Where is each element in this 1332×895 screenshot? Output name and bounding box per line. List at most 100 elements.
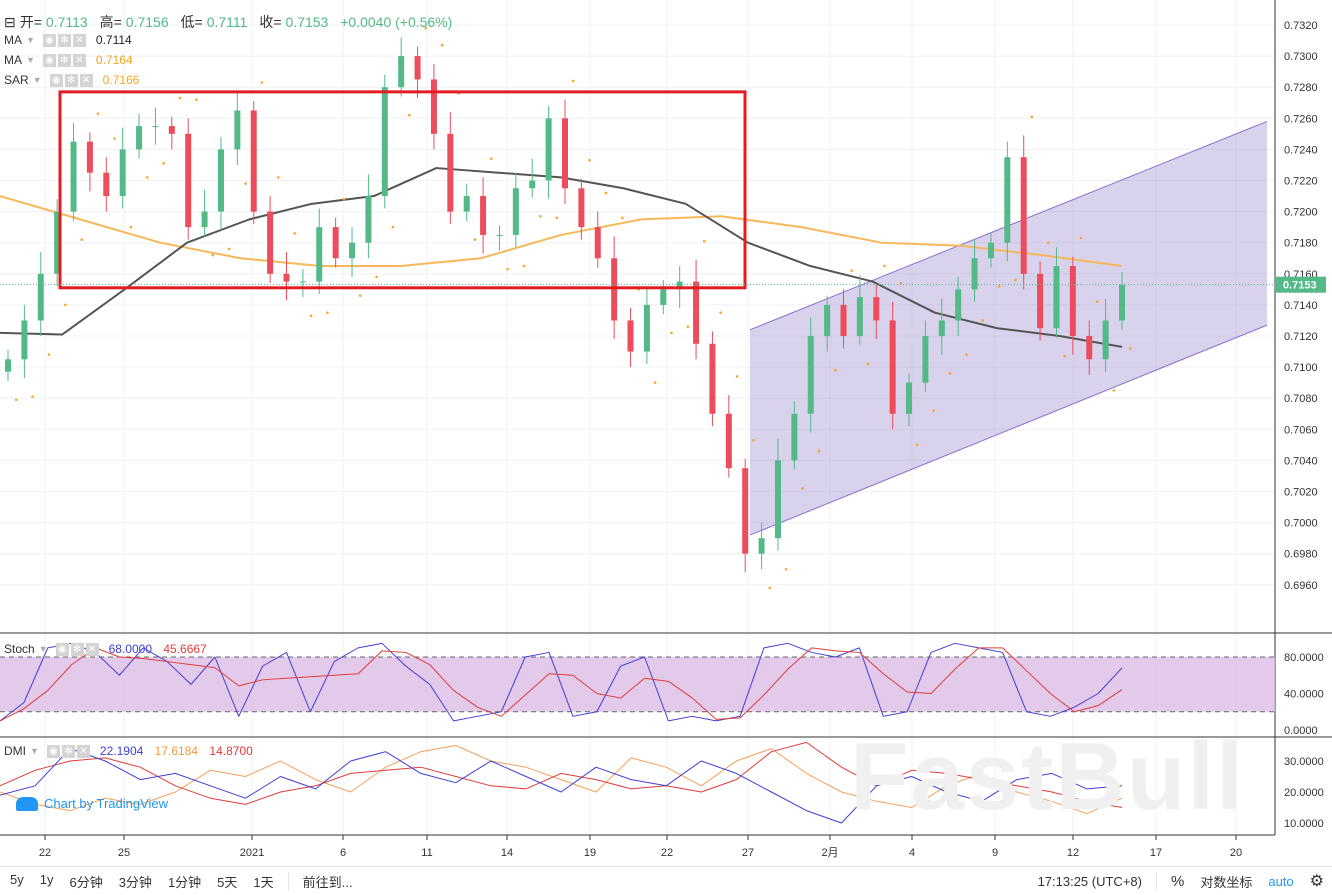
close-value: 0.7153 xyxy=(285,14,329,30)
sar-dot xyxy=(948,372,952,375)
candle-body xyxy=(873,297,880,321)
price-tick-label: 0.7120 xyxy=(1284,331,1318,343)
sar-dot xyxy=(539,214,542,218)
close-icon[interactable]: ✕ xyxy=(72,53,86,67)
chevron-down-icon[interactable]: ▼ xyxy=(38,644,48,654)
candle-body xyxy=(758,538,765,554)
range-button-1[interactable]: 1y xyxy=(39,871,54,887)
gear-icon[interactable]: ✻ xyxy=(64,73,78,87)
range-button-3[interactable]: 3分钟 xyxy=(118,874,152,890)
candle-body xyxy=(103,172,110,197)
close-icon[interactable]: ✕ xyxy=(85,642,99,656)
goto-date-button[interactable]: 前往到... xyxy=(302,874,353,890)
sar-dot xyxy=(145,176,149,179)
candle-body xyxy=(840,304,847,336)
indicator-value: 0.7166 xyxy=(102,73,140,87)
sar-dot xyxy=(932,409,935,412)
indicator-name[interactable]: MA xyxy=(4,53,22,67)
auto-scale-button[interactable]: auto xyxy=(1268,873,1294,889)
sar-dot xyxy=(162,162,165,165)
percent-scale-button[interactable]: % xyxy=(1170,872,1185,890)
gear-icon[interactable]: ✻ xyxy=(57,33,71,47)
sar-dot xyxy=(850,269,853,272)
eye-icon[interactable]: ◉ xyxy=(42,33,56,47)
timezone-button[interactable]: 17:13:25 (UTC+8) xyxy=(1037,873,1142,889)
sar-dot xyxy=(129,225,133,229)
chart-canvas[interactable]: 0.7320 0.7300 0.7280 0.7260 0.7240 0.7220 0.72… xyxy=(0,0,1332,866)
sar-dot xyxy=(96,112,100,115)
candle-body xyxy=(627,320,634,352)
sar-dot xyxy=(834,368,837,372)
dmi-label[interactable]: DMI xyxy=(4,744,26,758)
candle-body xyxy=(283,273,290,282)
price-tick-label: 0.7020 xyxy=(1284,487,1318,499)
eye-icon[interactable]: ◉ xyxy=(49,73,63,87)
sar-dot xyxy=(965,353,968,356)
close-icon[interactable]: ✕ xyxy=(72,33,86,47)
settings-gear-icon[interactable]: ⚙ xyxy=(1309,873,1324,890)
sar-dot xyxy=(1112,389,1116,392)
range-button-4[interactable]: 1分钟 xyxy=(167,874,202,890)
eye-icon[interactable]: ◉ xyxy=(46,744,60,758)
stoch-label[interactable]: Stoch xyxy=(4,642,35,656)
sar-dot xyxy=(277,176,280,179)
close-icon[interactable]: ✕ xyxy=(76,744,90,758)
dmi-tick-label: 10.0000 xyxy=(1284,818,1324,830)
open-value: 0.7113 xyxy=(45,14,88,30)
dmi-legend: DMI ▼ ◉ ✻ ✕ 22.1904 17.6184 14.8700 xyxy=(4,744,253,758)
sar-dot xyxy=(1063,354,1066,358)
candle-body xyxy=(955,289,962,321)
gear-icon[interactable]: ✻ xyxy=(70,642,84,656)
candle-body xyxy=(1020,157,1027,274)
eye-icon[interactable]: ◉ xyxy=(42,53,56,67)
chevron-down-icon[interactable]: ▼ xyxy=(32,75,42,85)
candle-body xyxy=(742,468,749,554)
candle-body xyxy=(201,211,208,228)
sar-dot xyxy=(817,449,821,453)
tradingview-label: Chart by TradingView xyxy=(44,796,169,811)
watermark: FastBull xyxy=(850,723,1245,830)
collapse-icon[interactable]: ⊟ xyxy=(4,13,16,30)
candle-body xyxy=(922,336,929,383)
range-button-5[interactable]: 5天 xyxy=(217,874,238,890)
ma-orange-line xyxy=(0,195,1123,268)
candle-body xyxy=(250,110,257,212)
price-tick-label: 0.7040 xyxy=(1284,455,1318,467)
log-scale-button[interactable]: 对数坐标 xyxy=(1200,874,1253,890)
candle-body xyxy=(1102,320,1109,360)
chevron-down-icon[interactable]: ▼ xyxy=(26,55,35,65)
sar-dot xyxy=(64,303,67,307)
chevron-down-icon[interactable]: ▼ xyxy=(30,746,39,756)
sar-dot xyxy=(915,443,919,447)
chevron-down-icon[interactable]: ▼ xyxy=(26,35,35,45)
close-icon[interactable]: ✕ xyxy=(79,73,93,87)
high-value: 0.7156 xyxy=(125,14,169,30)
sar-dot xyxy=(719,311,722,314)
candle-body xyxy=(1037,273,1044,329)
range-button-0[interactable]: 5y xyxy=(10,871,24,887)
indicator-name[interactable]: SAR xyxy=(4,73,29,87)
gear-icon[interactable]: ✻ xyxy=(61,744,75,758)
sar-dot xyxy=(293,232,296,235)
channel-lower-line xyxy=(749,324,1268,536)
time-tick-label: 17 xyxy=(1150,847,1162,859)
dmi-adx-line xyxy=(0,741,1123,808)
time-tick-label: 20 xyxy=(1230,847,1242,859)
time-tick-label: 4 xyxy=(909,847,915,859)
candle-body xyxy=(86,141,93,173)
candle-body xyxy=(774,460,781,539)
sar-dot xyxy=(686,325,690,328)
low-label: 低= xyxy=(180,14,203,30)
candle-body xyxy=(529,180,536,189)
time-tick-label: 25 xyxy=(118,847,130,859)
candle-body xyxy=(643,304,650,352)
eye-icon[interactable]: ◉ xyxy=(55,642,69,656)
range-button-6[interactable]: 1天 xyxy=(253,874,274,890)
gear-icon[interactable]: ✻ xyxy=(57,53,71,67)
candle-body xyxy=(316,227,323,282)
tradingview-link[interactable]: Chart by TradingView xyxy=(16,796,168,811)
low-value: 0.7111 xyxy=(206,14,248,30)
indicator-name[interactable]: MA xyxy=(4,33,22,47)
sar-dot xyxy=(883,264,886,268)
range-button-2[interactable]: 6分钟 xyxy=(69,874,103,890)
